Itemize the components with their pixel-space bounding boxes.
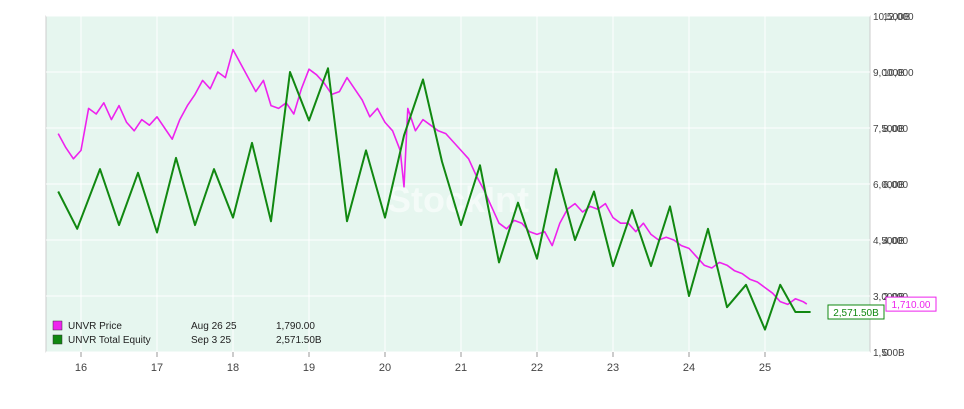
x-tick-label: 18 bbox=[227, 362, 239, 374]
legend-date: Sep 3 25 bbox=[191, 335, 231, 346]
legend: UNVR Price Aug 26 25 1,790.00 UNVR Total Eq… bbox=[52, 320, 322, 346]
right-axis-tick-label: 4,000 bbox=[883, 236, 908, 247]
legend-date: Aug 26 25 bbox=[191, 321, 237, 332]
right-axis-tick-label: 6,000 bbox=[883, 180, 908, 191]
legend-swatch bbox=[52, 320, 63, 331]
legend-value: 1,790.00 bbox=[276, 321, 315, 332]
x-tick-label: 21 bbox=[455, 362, 467, 374]
legend-row: UNVR Price Aug 26 25 1,790.00 bbox=[52, 320, 315, 332]
price-last-value-badge: 1,710.00 bbox=[885, 296, 937, 312]
legend-swatch bbox=[52, 334, 63, 345]
x-tick-label: 20 bbox=[379, 362, 391, 374]
legend-value: 2,571.50B bbox=[276, 335, 322, 346]
x-tick-label: 17 bbox=[151, 362, 163, 374]
right-axis-tick-label: 0 bbox=[883, 348, 889, 359]
x-tick-label: 22 bbox=[531, 362, 543, 374]
x-tick-label: 23 bbox=[607, 362, 619, 374]
right-axis-tick-label: 10,000 bbox=[883, 68, 914, 79]
last-value-box bbox=[885, 296, 937, 312]
equity-last-value-badge: 2,571.50B bbox=[827, 304, 885, 320]
x-tick-label: 19 bbox=[303, 362, 315, 374]
right-axis-tick-label: 8,000 bbox=[883, 124, 908, 135]
left-axis-tick-label: 1,500B bbox=[873, 348, 905, 359]
left-axis-tick-label: 7,500B bbox=[873, 124, 905, 135]
x-tick-label: 24 bbox=[683, 362, 695, 374]
last-value-labels: 1,710.00 2,571.50B bbox=[827, 296, 937, 320]
x-axis: 16 17 18 19 20 21 22 23 24 25 bbox=[75, 352, 771, 374]
x-tick-label: 16 bbox=[75, 362, 87, 374]
total-equity-series-line bbox=[57, 67, 811, 331]
last-value-box bbox=[827, 304, 885, 320]
left-axis-tick-label: 6,000B bbox=[873, 180, 905, 191]
left-axis-tick-label: 9,000B bbox=[873, 68, 905, 79]
x-tick-label: 25 bbox=[759, 362, 771, 374]
legend-series-name: UNVR Price bbox=[68, 321, 122, 332]
left-axis-tick-label: 10,500B bbox=[873, 12, 911, 23]
price-series-line bbox=[57, 48, 808, 306]
right-axis-tick-label: 12,000 bbox=[883, 12, 914, 23]
legend-series-name: UNVR Total Equity bbox=[68, 335, 151, 346]
series-lines bbox=[57, 48, 811, 331]
last-value-text: 2,571.50B bbox=[833, 308, 879, 319]
legend-row: UNVR Total Equity Sep 3 25 2,571.50B bbox=[52, 334, 322, 346]
left-axis-tick-label: 4,500B bbox=[873, 236, 905, 247]
last-value-text: 1,710.00 bbox=[892, 300, 931, 311]
